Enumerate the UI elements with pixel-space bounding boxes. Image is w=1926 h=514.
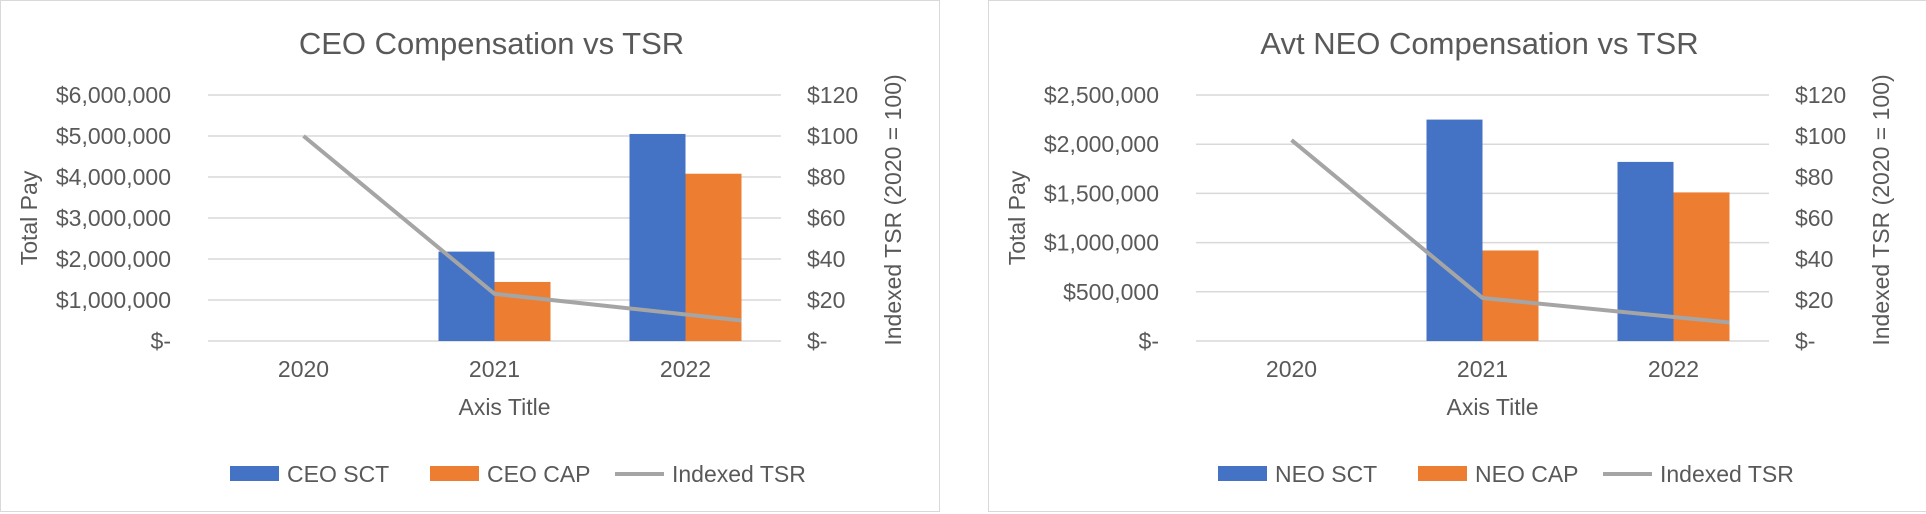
y-tick-label: $3,000,000 — [56, 205, 171, 231]
legend: CEO SCT CEO CAP Indexed TSR — [230, 461, 806, 487]
y2-tick-label: $20 — [1795, 287, 1833, 313]
bars — [1426, 119, 1730, 341]
x-tick-label: 2020 — [1266, 356, 1317, 382]
x-tick-label: 2021 — [469, 356, 520, 382]
neo-chart-svg: Avt NEO Compensation vs TSR $- $500,000 $1,… — [1004, 26, 1894, 487]
legend-label: Indexed TSR — [1660, 461, 1794, 487]
legend-label: Indexed TSR — [672, 461, 806, 487]
legend-swatch — [1418, 466, 1467, 481]
chart-title: CEO Compensation vs TSR — [299, 26, 684, 61]
y-tick-label: $2,500,000 — [1044, 82, 1159, 108]
y-tick-label: $2,000,000 — [56, 246, 171, 272]
y2-tick-label: $20 — [807, 287, 845, 313]
y2-tick-label: $120 — [1795, 82, 1846, 108]
legend-swatch — [430, 466, 479, 481]
bar-ceo-cap-2022 — [685, 173, 742, 341]
x-axis-title: Axis Title — [1446, 394, 1538, 420]
x-tick-label: 2022 — [1648, 356, 1699, 382]
y2-tick-label: $40 — [807, 246, 845, 272]
y-tick-label: $1,500,000 — [1044, 180, 1159, 206]
y-tick-label: $- — [1139, 328, 1159, 354]
ceo-chart-svg: CEO Compensation vs TSR $- $1,000,000 $2,00… — [16, 26, 906, 487]
y2-tick-label: $- — [807, 328, 827, 354]
x-tick-label: 2020 — [278, 356, 329, 382]
y-tick-label: $4,000,000 — [56, 164, 171, 190]
legend-label: NEO SCT — [1275, 461, 1377, 487]
bars — [438, 133, 742, 341]
chart-title: Avt NEO Compensation vs TSR — [1260, 26, 1698, 61]
y2-tick-label: $60 — [1795, 205, 1833, 231]
y-tick-label: $6,000,000 — [56, 82, 171, 108]
y2-tick-label: $60 — [807, 205, 845, 231]
bar-ceo-sct-2021 — [438, 251, 495, 341]
y2-tick-label: $80 — [1795, 164, 1833, 190]
bar-neo-sct-2021 — [1426, 119, 1483, 341]
bar-ceo-cap-2021 — [494, 281, 551, 341]
y-axis-title: Total Pay — [1004, 170, 1030, 265]
y2-axis-title: Indexed TSR (2020 = 100) — [880, 74, 906, 345]
y-tick-label: $5,000,000 — [56, 123, 171, 149]
bar-ceo-sct-2022 — [629, 133, 686, 341]
y-tick-label: $1,000,000 — [56, 287, 171, 313]
y-tick-label: $500,000 — [1063, 279, 1159, 305]
line-indexed-tsr — [1290, 138, 1730, 325]
y2-tick-label: $40 — [1795, 246, 1833, 272]
x-axis-title: Axis Title — [458, 394, 550, 420]
y2-tick-label: $100 — [807, 123, 858, 149]
neo-chart-panel: Avt NEO Compensation vs TSR $- $500,000 $1,… — [988, 0, 1926, 512]
x-tick-label: 2022 — [660, 356, 711, 382]
y-tick-label: $1,000,000 — [1044, 230, 1159, 256]
y2-tick-label: $- — [1795, 328, 1815, 354]
bar-neo-cap-2021 — [1482, 250, 1539, 341]
y2-axis-title: Indexed TSR (2020 = 100) — [1868, 74, 1894, 345]
line-indexed-tsr — [302, 134, 742, 323]
legend-label: NEO CAP — [1475, 461, 1579, 487]
y-tick-label: $2,000,000 — [1044, 131, 1159, 157]
legend-label: CEO SCT — [287, 461, 389, 487]
x-tick-label: 2021 — [1457, 356, 1508, 382]
ceo-chart-panel: CEO Compensation vs TSR $- $1,000,000 $2,00… — [0, 0, 940, 512]
legend-swatch — [1218, 466, 1267, 481]
y2-tick-label: $100 — [1795, 123, 1846, 149]
y2-tick-label: $120 — [807, 82, 858, 108]
legend-label: CEO CAP — [487, 461, 591, 487]
y-tick-label: $- — [151, 328, 171, 354]
y2-tick-label: $80 — [807, 164, 845, 190]
y-axis-title: Total Pay — [16, 170, 42, 265]
legend-swatch — [230, 466, 279, 481]
legend: NEO SCT NEO CAP Indexed TSR — [1218, 461, 1794, 487]
